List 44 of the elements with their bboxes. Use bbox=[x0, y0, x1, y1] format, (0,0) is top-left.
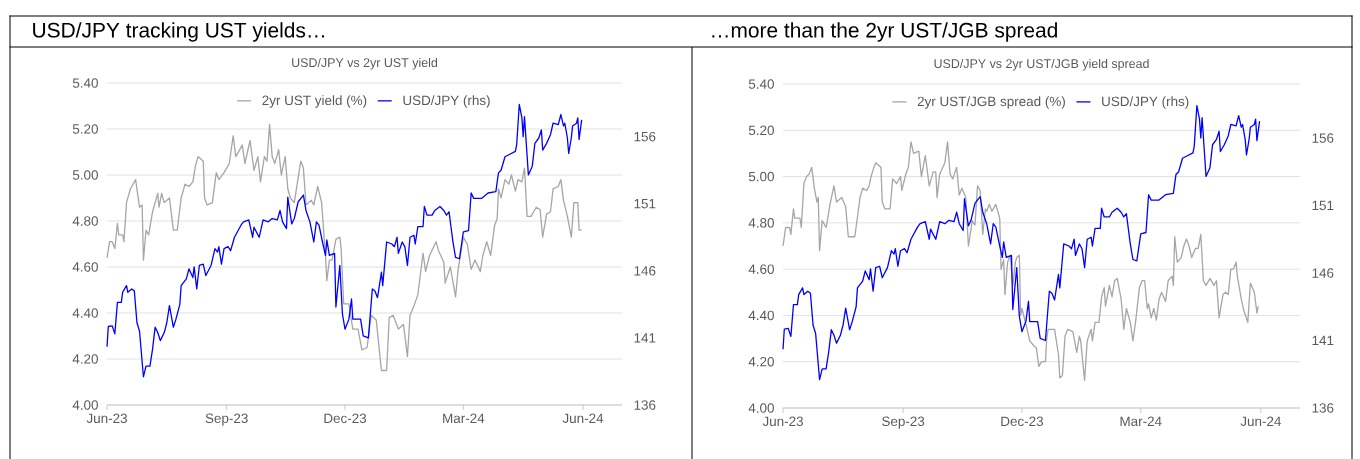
chart-title: …more than the 2yr UST/JGB spread bbox=[712, 22, 1057, 42]
y-tick-label: 4.00 bbox=[72, 400, 98, 410]
y-tick-label: 4.40 bbox=[72, 308, 98, 318]
legend-label: USD/JPY (rhs) bbox=[1102, 96, 1189, 109]
x-tick-label: Mar-24 bbox=[1120, 416, 1162, 427]
y-tick-label: 5.40 bbox=[72, 78, 98, 88]
x-tick-label: Jun-23 bbox=[762, 416, 803, 427]
legend-label: USD/JPY (rhs) bbox=[403, 95, 490, 108]
y-tick-label: 4.60 bbox=[72, 262, 98, 272]
x-tick-label: Dec-23 bbox=[1001, 416, 1044, 427]
chart-subtitle: USD/JPY vs 2yr UST/JGB yield spread bbox=[934, 58, 1149, 71]
legend-label: 2yr UST/JGB spread (%) bbox=[917, 96, 1065, 109]
y2-tick-label: 146 bbox=[634, 266, 656, 276]
chart-title: USD/JPY tracking UST yields… bbox=[33, 22, 324, 42]
y-tick-label: 4.20 bbox=[72, 354, 98, 364]
y-tick-label: 5.40 bbox=[748, 79, 774, 89]
legend-label: 2yr UST yield (%) bbox=[262, 95, 367, 108]
y-tick-label: 5.00 bbox=[72, 170, 98, 180]
x-tick-label: Sep-23 bbox=[882, 416, 925, 429]
y2-tick-label: 151 bbox=[1312, 200, 1334, 211]
y2-tick-label: 141 bbox=[634, 333, 656, 343]
y2-tick-label: 141 bbox=[1312, 335, 1334, 346]
x-tick-label: Mar-24 bbox=[443, 413, 485, 424]
y2-tick-label: 151 bbox=[634, 199, 656, 209]
y-tick-label: 4.80 bbox=[748, 218, 774, 228]
x-tick-label: Sep-23 bbox=[205, 413, 248, 426]
y-tick-label: 4.60 bbox=[748, 264, 774, 274]
y2-tick-label: 136 bbox=[634, 400, 656, 410]
y-tick-label: 5.20 bbox=[748, 125, 774, 136]
y-tick-label: 5.20 bbox=[72, 124, 98, 134]
chart-subtitle: USD/JPY vs 2yr UST yield bbox=[292, 57, 438, 70]
y2-tick-label: 156 bbox=[1312, 133, 1334, 143]
y-tick-label: 5.00 bbox=[748, 171, 774, 182]
x-tick-label: Jun-24 bbox=[562, 413, 604, 424]
y2-tick-label: 156 bbox=[634, 131, 656, 142]
x-tick-label: Dec-23 bbox=[324, 413, 367, 424]
y-tick-label: 4.00 bbox=[748, 403, 774, 413]
x-tick-label: Jun-24 bbox=[1240, 416, 1282, 427]
y2-tick-label: 146 bbox=[1312, 268, 1334, 278]
y2-tick-label: 136 bbox=[1312, 403, 1334, 413]
y-tick-label: 4.20 bbox=[748, 356, 774, 367]
y-tick-label: 4.40 bbox=[748, 310, 774, 321]
y-tick-label: 4.80 bbox=[72, 216, 98, 226]
x-tick-label: Jun-23 bbox=[86, 413, 127, 424]
